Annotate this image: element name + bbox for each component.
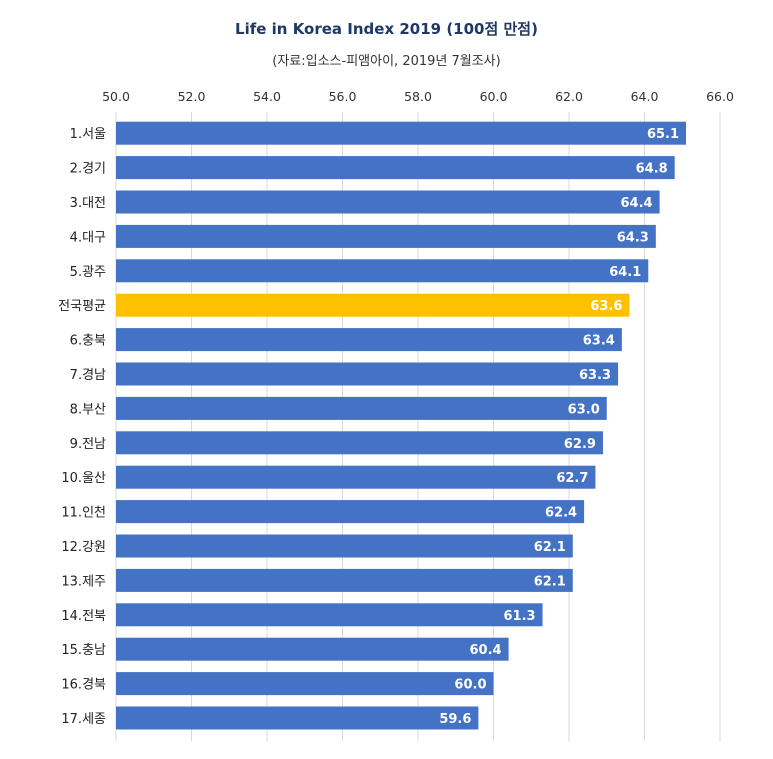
bar-value-label: 64.1 [609,265,641,280]
bar-value-label: 64.3 [617,230,649,245]
bar [116,156,675,180]
bar [116,706,479,730]
x-axis-ticks: 50.0 52.0 54.0 56.0 58.0 60.0 62.0 64.0 66.0 [102,89,734,104]
x-tick-label: 50.0 [102,89,130,104]
chart-subtitle: (자료:입소스-피앰아이, 2019년 7월조사) [272,54,501,69]
bar-value-label: 62.9 [564,437,596,452]
bar [116,362,619,386]
category-label: 1.서울 [70,127,106,142]
x-tick-label: 66.0 [706,89,734,104]
bar-value-label: 60.0 [454,678,486,693]
category-label: 5.광주 [70,265,106,280]
x-tick-label: 58.0 [404,89,432,104]
bar-national-average [116,293,630,317]
x-tick-label: 56.0 [329,89,357,104]
bar-value-label: 60.4 [470,643,502,658]
bar-value-label: 62.7 [556,471,588,486]
chart-title: Life in Korea Index 2019 (100점 만점) [235,20,538,38]
bar-value-label: 63.0 [568,402,600,417]
bar [116,603,543,627]
category-label: 2.경기 [70,162,106,177]
category-label: 12.강원 [61,540,106,555]
category-label: 14.전북 [61,609,106,624]
bar [116,121,687,145]
category-label: 10.울산 [61,471,106,486]
bar-value-label: 62.1 [534,540,566,555]
category-label: 9.전남 [70,437,106,452]
category-label: 17.세종 [61,712,106,727]
bar [116,259,649,283]
category-label: 3.대전 [70,196,106,211]
x-tick-label: 64.0 [631,89,659,104]
x-tick-label: 54.0 [253,89,281,104]
bars: 65.1 64.8 64.4 64.3 64.1 63.6 63.4 63.3 63.0 62.9… [116,121,687,730]
bar [116,568,573,592]
bar-value-label: 65.1 [647,127,679,142]
bar-value-label: 63.4 [583,334,615,349]
bar [116,431,603,455]
bar [116,500,585,524]
bar-value-label: 63.6 [590,299,622,314]
bar [116,534,573,558]
bar-value-label: 59.6 [439,712,471,727]
category-label: 4.대구 [70,230,106,245]
category-label: 16.경북 [61,678,106,693]
category-label: 7.경남 [70,368,106,383]
category-label: 11.인천 [61,506,106,521]
category-label: 6.충북 [70,334,106,349]
category-label: 전국평균 [58,299,106,314]
bar-value-label: 64.4 [621,196,653,211]
bar [116,224,656,248]
bar [116,637,509,661]
bar-value-label: 62.1 [534,574,566,589]
bar [116,396,607,420]
gridlines [115,112,721,742]
bar-value-label: 62.4 [545,506,577,521]
bar [116,465,596,489]
bar [116,328,622,352]
bar [116,190,660,214]
bar-value-label: 63.3 [579,368,611,383]
category-label: 13.제주 [61,574,106,589]
x-tick-label: 62.0 [555,89,583,104]
bar-value-label: 64.8 [636,162,668,177]
bar [116,672,494,696]
x-tick-label: 52.0 [178,89,206,104]
category-label: 8.부산 [70,402,106,417]
category-label: 15.충남 [61,643,106,658]
bar-value-label: 61.3 [503,609,535,624]
x-tick-label: 60.0 [480,89,508,104]
